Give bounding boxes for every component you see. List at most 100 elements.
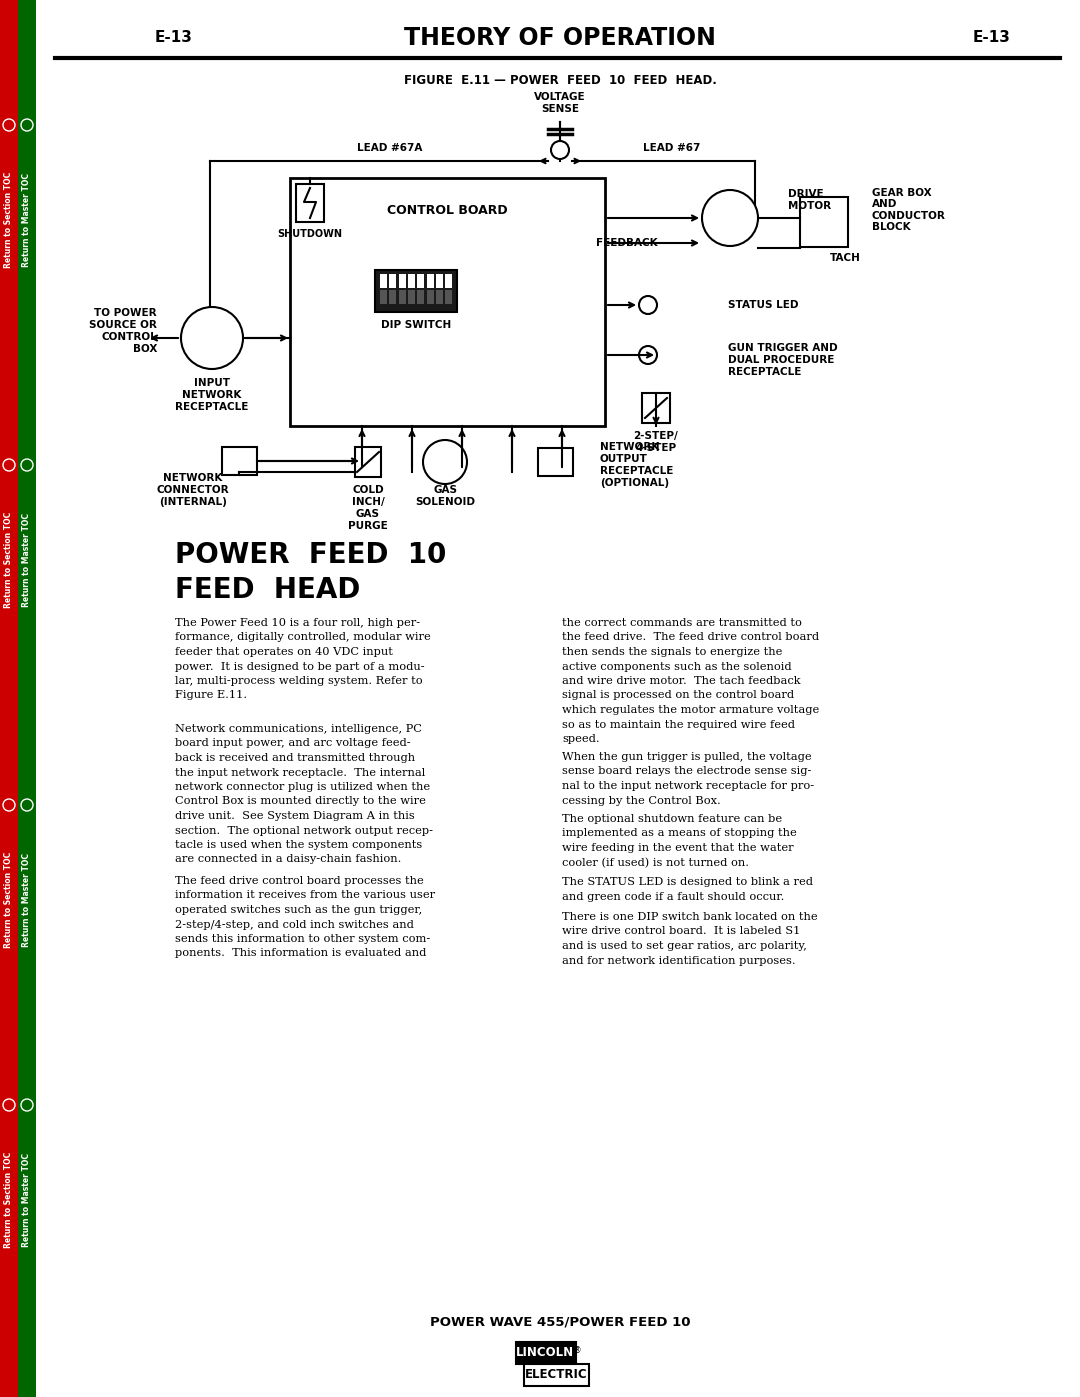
Bar (800, 197, 848, 247)
Text: and green code if a fault should occur.: and green code if a fault should occur. (562, 891, 784, 901)
Text: wire feeding in the event that the water: wire feeding in the event that the water (562, 842, 794, 854)
Text: Network communications, intelligence, PC: Network communications, intelligence, PC (175, 724, 422, 733)
Text: sense board relays the electrode sense sig-: sense board relays the electrode sense s… (562, 767, 811, 777)
Text: tacle is used when the system components: tacle is used when the system components (175, 840, 422, 849)
Text: ELECTRIC: ELECTRIC (525, 1369, 588, 1382)
Circle shape (639, 346, 657, 365)
Text: board input power, and arc voltage feed-: board input power, and arc voltage feed- (175, 739, 410, 749)
Bar (436, 274, 443, 288)
Text: section.  The optional network output recep-: section. The optional network output rec… (175, 826, 433, 835)
Text: SOURCE OR: SOURCE OR (90, 320, 157, 330)
Bar (380, 274, 387, 288)
Text: and is used to set gear ratios, arc polarity,: and is used to set gear ratios, arc pola… (562, 942, 807, 951)
Circle shape (181, 307, 243, 369)
Text: cessing by the Control Box.: cessing by the Control Box. (562, 795, 720, 806)
Text: DIP SWITCH: DIP SWITCH (381, 320, 451, 330)
Text: the correct commands are transmitted to: the correct commands are transmitted to (562, 617, 801, 629)
Text: GEAR BOX
AND
CONDUCTOR
BLOCK: GEAR BOX AND CONDUCTOR BLOCK (872, 187, 946, 232)
Text: STATUS LED: STATUS LED (728, 300, 798, 310)
Text: the input network receptacle.  The internal: the input network receptacle. The intern… (175, 767, 426, 778)
Text: When the gun trigger is pulled, the voltage: When the gun trigger is pulled, the volt… (562, 752, 812, 761)
Text: Figure E.11.: Figure E.11. (175, 690, 247, 700)
Text: The feed drive control board processes the: The feed drive control board processes t… (175, 876, 423, 886)
Text: TO POWER: TO POWER (94, 307, 157, 319)
Bar (445, 274, 453, 288)
Bar (427, 291, 433, 305)
Bar (389, 274, 396, 288)
Text: COLD: COLD (352, 485, 383, 495)
Text: operated switches such as the gun trigger,: operated switches such as the gun trigge… (175, 905, 422, 915)
Bar (355, 447, 381, 476)
Text: implemented as a means of stopping the: implemented as a means of stopping the (562, 828, 797, 838)
Text: RECEPTACLE: RECEPTACLE (728, 367, 801, 377)
Text: SOLENOID: SOLENOID (415, 497, 475, 507)
Circle shape (3, 799, 15, 812)
Text: Return to Master TOC: Return to Master TOC (23, 173, 31, 267)
Text: The STATUS LED is designed to blink a red: The STATUS LED is designed to blink a re… (562, 877, 813, 887)
Text: NETWORK: NETWORK (183, 390, 242, 400)
Text: DUAL PROCEDURE: DUAL PROCEDURE (728, 355, 835, 365)
Text: ponents.  This information is evaluated and: ponents. This information is evaluated a… (175, 949, 427, 958)
Text: 4-STEP: 4-STEP (635, 443, 676, 453)
Text: NETWORK: NETWORK (163, 474, 222, 483)
Text: and for network identification purposes.: and for network identification purposes. (562, 956, 796, 965)
Text: sends this information to other system com-: sends this information to other system c… (175, 935, 430, 944)
Text: drive unit.  See System Diagram A in this: drive unit. See System Diagram A in this (175, 812, 415, 821)
Bar (296, 184, 324, 222)
Circle shape (639, 296, 657, 314)
Text: E-13: E-13 (972, 31, 1010, 46)
Text: nal to the input network receptacle for pro-: nal to the input network receptacle for … (562, 781, 814, 791)
Text: information it receives from the various user: information it receives from the various… (175, 890, 435, 901)
Text: GAS: GAS (356, 509, 380, 520)
Text: DRIVE
MOTOR: DRIVE MOTOR (788, 189, 832, 211)
Text: network connector plug is utilized when the: network connector plug is utilized when … (175, 782, 430, 792)
Circle shape (21, 799, 33, 812)
Text: Control Box is mounted directly to the wire: Control Box is mounted directly to the w… (175, 796, 426, 806)
Text: OUTPUT: OUTPUT (600, 454, 648, 464)
Text: LEAD #67: LEAD #67 (644, 142, 701, 154)
Bar (516, 1343, 576, 1363)
Text: active components such as the solenoid: active components such as the solenoid (562, 662, 792, 672)
Bar (399, 291, 406, 305)
Text: cooler (if used) is not turned on.: cooler (if used) is not turned on. (562, 858, 750, 868)
Bar (291, 177, 605, 426)
Circle shape (21, 119, 33, 131)
Text: GUN TRIGGER AND: GUN TRIGGER AND (728, 344, 838, 353)
Text: POWER  FEED  10: POWER FEED 10 (175, 541, 446, 569)
Text: 2-STEP/: 2-STEP/ (634, 432, 678, 441)
Text: INPUT: INPUT (194, 379, 230, 388)
Text: BOX: BOX (133, 344, 157, 353)
Text: feeder that operates on 40 VDC input: feeder that operates on 40 VDC input (175, 647, 393, 657)
Text: RECEPTACLE: RECEPTACLE (600, 467, 673, 476)
Text: LINCOLN: LINCOLN (516, 1347, 575, 1359)
Bar (538, 448, 573, 476)
Circle shape (702, 190, 758, 246)
Text: Return to Section TOC: Return to Section TOC (4, 852, 14, 949)
Text: POWER WAVE 455/POWER FEED 10: POWER WAVE 455/POWER FEED 10 (430, 1316, 690, 1329)
Text: TACH: TACH (831, 253, 861, 263)
Bar (408, 274, 415, 288)
Circle shape (423, 440, 467, 483)
Text: are connected in a daisy-chain fashion.: are connected in a daisy-chain fashion. (175, 855, 402, 865)
Bar (375, 270, 457, 312)
Bar (524, 1363, 589, 1386)
Text: speed.: speed. (562, 733, 599, 745)
Text: NETWORK: NETWORK (600, 441, 660, 453)
Text: the feed drive.  The feed drive control board: the feed drive. The feed drive control b… (562, 633, 819, 643)
Text: 2-step/4-step, and cold inch switches and: 2-step/4-step, and cold inch switches an… (175, 919, 414, 929)
Text: RECEPTACLE: RECEPTACLE (175, 402, 248, 412)
Bar (222, 447, 257, 475)
Text: FIGURE  E.11 — POWER  FEED  10  FEED  HEAD.: FIGURE E.11 — POWER FEED 10 FEED HEAD. (404, 74, 716, 87)
Circle shape (3, 460, 15, 471)
Text: E-13: E-13 (156, 31, 193, 46)
Text: Return to Section TOC: Return to Section TOC (4, 172, 14, 268)
Text: CONNECTOR: CONNECTOR (157, 485, 229, 495)
Text: The optional shutdown feature can be: The optional shutdown feature can be (562, 814, 782, 824)
Text: lar, multi-process welding system. Refer to: lar, multi-process welding system. Refer… (175, 676, 422, 686)
Text: CONTROL: CONTROL (102, 332, 157, 342)
Bar (417, 291, 424, 305)
Text: Return to Section TOC: Return to Section TOC (4, 1153, 14, 1248)
Text: PURGE: PURGE (348, 521, 388, 531)
Text: Return to Section TOC: Return to Section TOC (4, 511, 14, 608)
Text: power.  It is designed to be part of a modu-: power. It is designed to be part of a mo… (175, 662, 424, 672)
